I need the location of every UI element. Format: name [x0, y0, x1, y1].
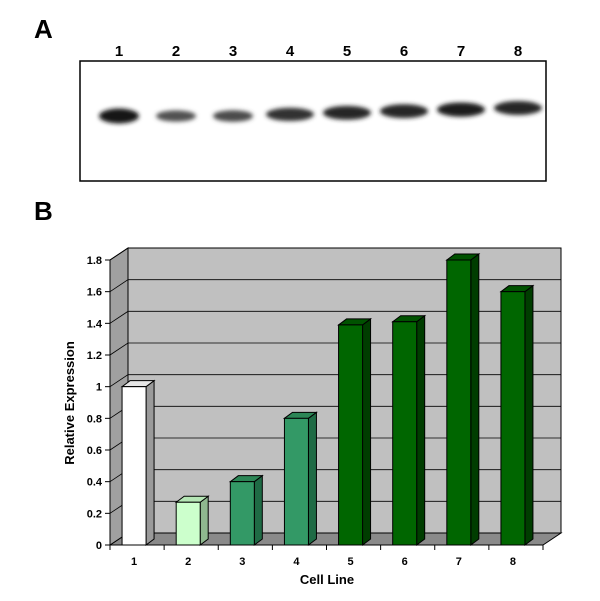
bar: [121, 386, 147, 546]
blot-frame: [79, 60, 547, 182]
gridline: [109, 247, 561, 261]
y-tick-label: 1: [96, 382, 102, 394]
bar-side: [362, 317, 372, 546]
bar: [175, 501, 201, 546]
lane-label: 7: [457, 43, 465, 60]
x-tick-label: 6: [402, 556, 408, 568]
lane-label: 5: [343, 43, 351, 60]
x-tick-label: 5: [348, 556, 354, 568]
x-tick-label: 4: [293, 556, 300, 568]
bar-side: [470, 253, 480, 546]
bar-side: [145, 379, 155, 546]
y-tick-label: 0: [96, 540, 102, 552]
panel-b-label: B: [34, 196, 53, 226]
bar-side: [524, 284, 534, 546]
panel-a-label: A: [34, 14, 53, 44]
lane-label: 6: [400, 43, 408, 60]
y-tick-label: 0.4: [87, 477, 103, 489]
x-axis-label: Cell Line: [300, 572, 354, 587]
x-tick-label: 8: [510, 556, 516, 568]
blot-band: [266, 107, 314, 122]
lane-label: 3: [229, 43, 237, 60]
y-tick-label: 1.2: [87, 350, 102, 362]
x-tick-label: 3: [239, 556, 245, 568]
bar: [338, 324, 364, 546]
x-tick-label: 7: [456, 556, 462, 568]
blot-band: [213, 110, 253, 122]
lane-label: 1: [115, 43, 123, 60]
y-tick-label: 1.8: [87, 255, 102, 267]
y-tick-label: 1.4: [87, 318, 103, 330]
bar: [446, 259, 472, 546]
lane-label: 8: [514, 43, 522, 60]
y-tick-label: 0.6: [87, 445, 102, 457]
blot-band: [437, 102, 485, 117]
y-tick-label: 0.8: [87, 413, 102, 425]
y-axis-label: Relative Expression: [62, 341, 77, 465]
gridline: [109, 310, 561, 324]
bar-side: [307, 411, 317, 546]
y-tick-label: 0.2: [87, 508, 102, 520]
bar: [229, 481, 255, 546]
lane-label: 4: [286, 43, 295, 60]
x-tick-label: 2: [185, 556, 191, 568]
lane-label: 2: [172, 43, 180, 60]
blot-band: [494, 101, 542, 115]
blot-band: [156, 110, 196, 122]
bar: [283, 417, 309, 546]
blot-band: [99, 108, 139, 124]
bar: [392, 321, 418, 546]
blot-band: [323, 105, 371, 120]
western-blot: 1 2 3 4 5 6 7 8: [79, 43, 547, 182]
blot-band: [380, 104, 428, 119]
y-tick-label: 1.6: [87, 287, 102, 299]
x-tick-label: 1: [131, 556, 137, 568]
bar-side: [253, 474, 263, 546]
bar-side: [416, 314, 426, 546]
bar-side: [199, 495, 209, 546]
gridline: [109, 279, 561, 292]
bar: [500, 291, 526, 546]
